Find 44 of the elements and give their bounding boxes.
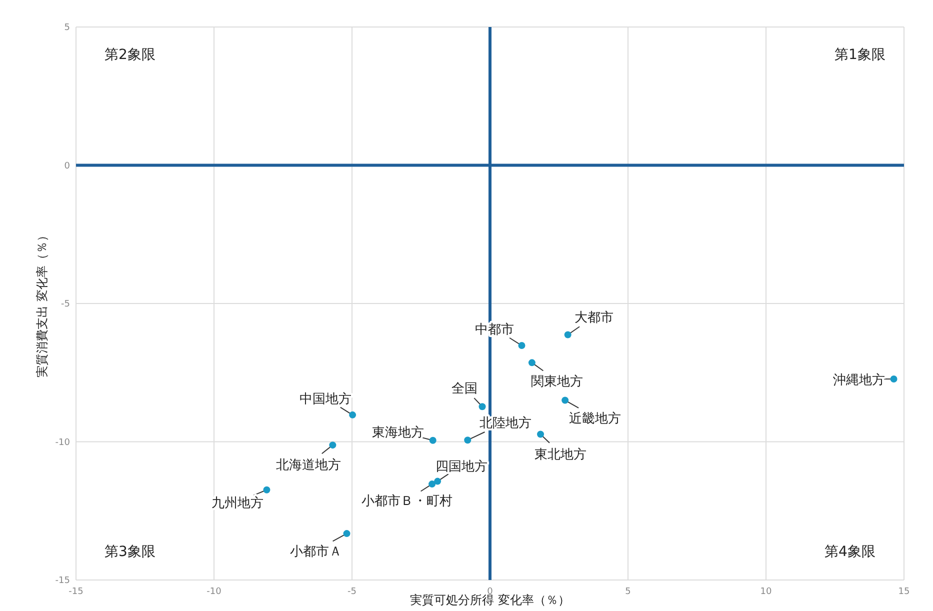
point <box>518 342 526 350</box>
annotation: 北海道地方 <box>276 457 342 474</box>
annotation: 第1象限 <box>834 47 886 63</box>
annotation: 大都市 <box>574 310 614 326</box>
y-tick-label: -5 <box>61 300 70 310</box>
point <box>349 411 356 418</box>
annotation: 東海地方 <box>372 424 424 440</box>
y-tick-label: 5 <box>64 23 70 33</box>
annotation: 四国地方 <box>436 458 488 474</box>
annotation: 近畿地方 <box>569 410 622 426</box>
point <box>890 375 898 382</box>
point <box>464 436 472 444</box>
point <box>562 396 569 404</box>
annotation: 小都市Ｂ・町村 <box>362 494 453 510</box>
x-tick-label: -5 <box>348 587 356 597</box>
x-tick-label: -10 <box>206 587 222 597</box>
point <box>564 331 572 338</box>
point <box>263 486 270 494</box>
annotation: 小都市Ａ <box>290 544 342 560</box>
y-axis-title: 実質消費支出 変化率（％） <box>35 230 49 378</box>
annotation: 第3象限 <box>104 544 156 560</box>
x-tick-label: 10 <box>760 587 772 597</box>
annotation: 第2象限 <box>104 47 156 63</box>
y-tick-label: 0 <box>64 161 70 172</box>
x-tick-label: 15 <box>898 587 910 597</box>
x-axis-title: 実質可処分所得 変化率（％） <box>410 593 570 607</box>
x-tick-label: 5 <box>625 587 631 597</box>
annotation: 九州地方 <box>212 494 264 511</box>
annotation: 第4象限 <box>824 544 876 560</box>
point <box>343 530 350 538</box>
point <box>537 430 544 438</box>
y-tick-label: -10 <box>55 438 70 448</box>
annotation: 沖縄地方 <box>832 372 885 388</box>
point <box>329 442 336 449</box>
annotation: 関東地方 <box>530 374 583 390</box>
annotation: 全国 <box>451 382 478 397</box>
point <box>434 478 442 485</box>
annotation: 中国地方 <box>300 390 352 407</box>
point <box>428 480 436 488</box>
point <box>478 403 486 410</box>
annotation: 東北地方 <box>534 446 587 462</box>
point <box>429 436 436 444</box>
point <box>528 359 536 366</box>
y-tick-label: -15 <box>55 576 70 586</box>
